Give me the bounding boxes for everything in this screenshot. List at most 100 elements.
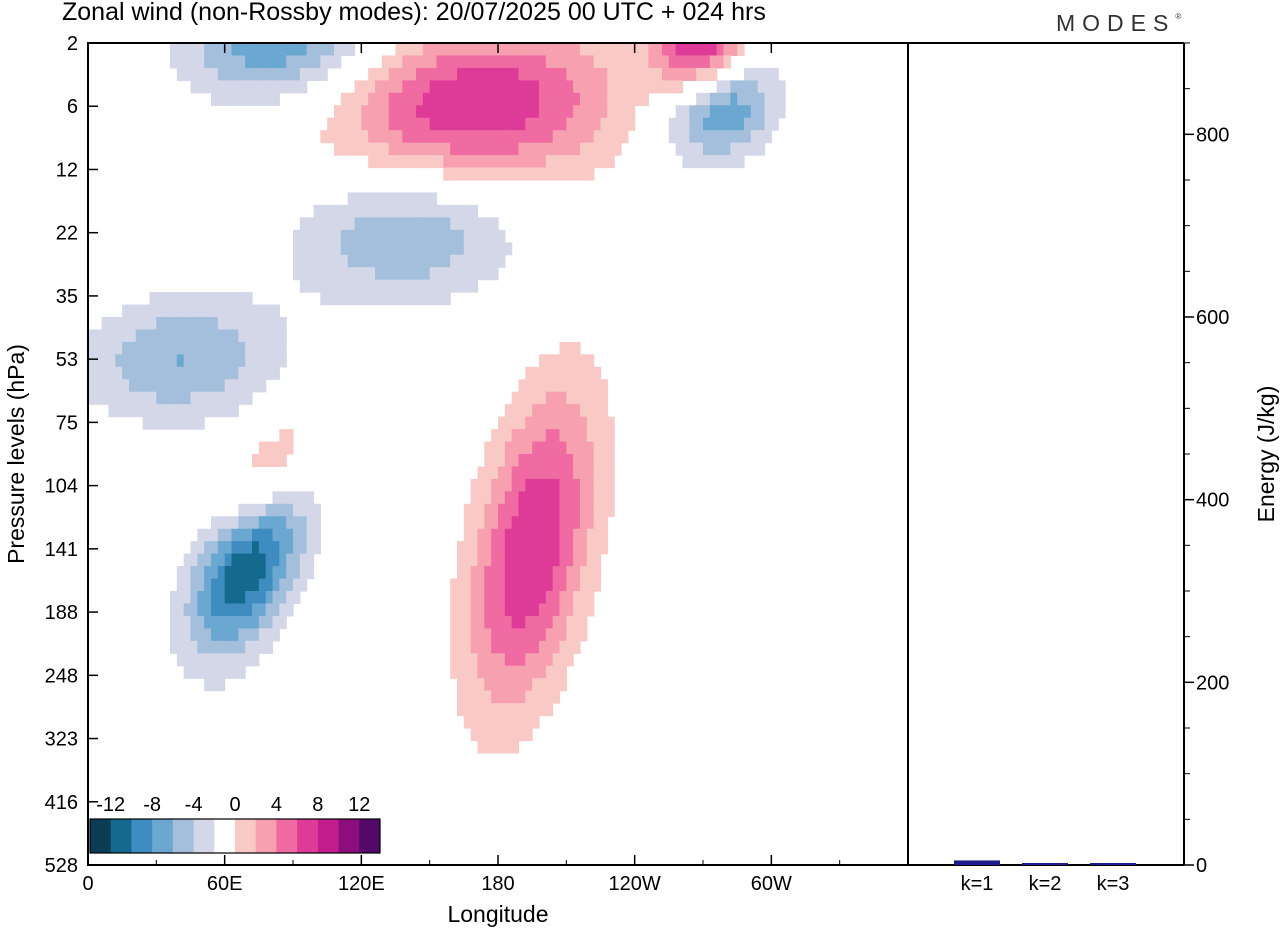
heatmap-cell — [286, 578, 294, 592]
heatmap-cell — [354, 130, 362, 144]
heatmap-cell — [183, 329, 192, 343]
heatmap-cell — [258, 528, 267, 542]
heatmap-cell — [313, 254, 321, 268]
heatmap-cell — [183, 615, 192, 629]
heatmap-cell — [593, 404, 602, 418]
heatmap-cell — [381, 155, 390, 169]
heatmap-cell — [504, 92, 513, 106]
heatmap-cell — [422, 192, 431, 206]
heatmap-cell — [545, 43, 554, 57]
heatmap-cell — [204, 329, 212, 343]
heatmap-cell — [436, 142, 444, 156]
heatmap-cell — [477, 578, 485, 592]
heatmap-cell — [436, 254, 444, 268]
heatmap-cell — [600, 105, 608, 119]
heatmap-cell — [211, 354, 219, 368]
heatmap-cell — [457, 167, 465, 181]
heatmap-cell — [108, 379, 116, 393]
heatmap-cell — [504, 678, 513, 692]
heatmap-cell — [545, 379, 554, 393]
heatmap-cell — [204, 379, 212, 393]
heatmap-cell — [238, 665, 246, 679]
heatmap-cell — [757, 130, 766, 144]
heatmap-cell — [354, 217, 362, 231]
heatmap-cell — [101, 366, 110, 380]
heatmap-cell — [566, 478, 574, 492]
heatmap-cell — [450, 591, 458, 605]
heatmap-cell — [709, 117, 718, 131]
heatmap-cell — [491, 528, 499, 542]
heatmap-cell — [190, 615, 198, 629]
heatmap-cell — [600, 391, 608, 405]
heatmap-cell — [313, 229, 321, 243]
heatmap-cell — [552, 516, 561, 530]
heatmap-cell — [532, 466, 540, 480]
heatmap-cell — [463, 130, 472, 144]
heatmap-cell — [470, 67, 479, 81]
heatmap-cell — [279, 503, 287, 517]
heatmap-cell — [149, 391, 157, 405]
heatmap-cell — [586, 43, 595, 57]
heatmap-cell — [668, 80, 677, 94]
heatmap-cell — [306, 528, 315, 542]
heatmap-cell — [484, 43, 492, 57]
heatmap-cell — [491, 615, 499, 629]
heatmap-cell — [552, 441, 561, 455]
heatmap-cell — [525, 43, 533, 57]
heatmap-cell — [272, 628, 280, 642]
heatmap-cell — [566, 441, 574, 455]
heatmap-cell — [211, 665, 219, 679]
heatmap-cell — [299, 516, 308, 530]
heatmap-cell — [224, 603, 233, 617]
heatmap-cell — [586, 528, 595, 542]
heatmap-cell — [552, 429, 561, 443]
heatmap-cell — [477, 80, 485, 94]
heatmap-cell — [409, 254, 417, 268]
heatmap-cell — [402, 142, 410, 156]
heatmap-cell — [545, 416, 554, 430]
heatmap-cell — [600, 528, 608, 542]
heatmap-cell — [388, 217, 397, 231]
heatmap-cell — [463, 267, 472, 281]
heatmap-cell — [245, 317, 253, 331]
heatmap-cell — [484, 80, 492, 94]
heatmap-cell — [552, 80, 561, 94]
heatmap-cell — [539, 566, 547, 580]
heatmap-cell — [593, 105, 602, 119]
heatmap-cell — [498, 491, 506, 505]
heatmap-cell — [518, 55, 526, 69]
heatmap-cell — [265, 317, 274, 331]
heatmap-cell — [573, 92, 581, 106]
heatmap-cell — [334, 217, 342, 231]
heatmap-cell — [381, 67, 390, 81]
heatmap-cell — [730, 92, 738, 106]
heatmap-cell — [504, 516, 513, 530]
heatmap-cell — [477, 690, 485, 704]
heatmap-cell — [593, 130, 602, 144]
heatmap-cell — [511, 142, 520, 156]
heatmap-cell — [443, 204, 451, 218]
heatmap-cell — [593, 578, 602, 592]
heatmap-cell — [265, 628, 274, 642]
heatmap-cell — [498, 466, 506, 480]
heatmap-cell — [272, 541, 280, 555]
heatmap-cell — [484, 703, 492, 717]
heatmap-cell — [607, 491, 615, 505]
heatmap-cell — [313, 528, 321, 542]
heatmap-cell — [224, 640, 233, 654]
heatmap-cell — [129, 341, 137, 355]
heatmap-cell — [238, 317, 246, 331]
heatmap-cell — [381, 254, 390, 268]
heatmap-cell — [313, 204, 321, 218]
heatmap-cell — [416, 105, 424, 119]
heatmap-cell — [375, 267, 383, 281]
heatmap-cell — [416, 55, 424, 69]
heatmap-cell — [634, 55, 643, 69]
heatmap-cell — [176, 329, 185, 343]
heatmap-cell — [532, 429, 540, 443]
heatmap-cell — [655, 80, 663, 94]
heatmap-cell — [682, 67, 690, 81]
heatmap-cell — [696, 92, 704, 106]
heatmap-cell — [361, 254, 369, 268]
heatmap-cell — [545, 454, 554, 468]
